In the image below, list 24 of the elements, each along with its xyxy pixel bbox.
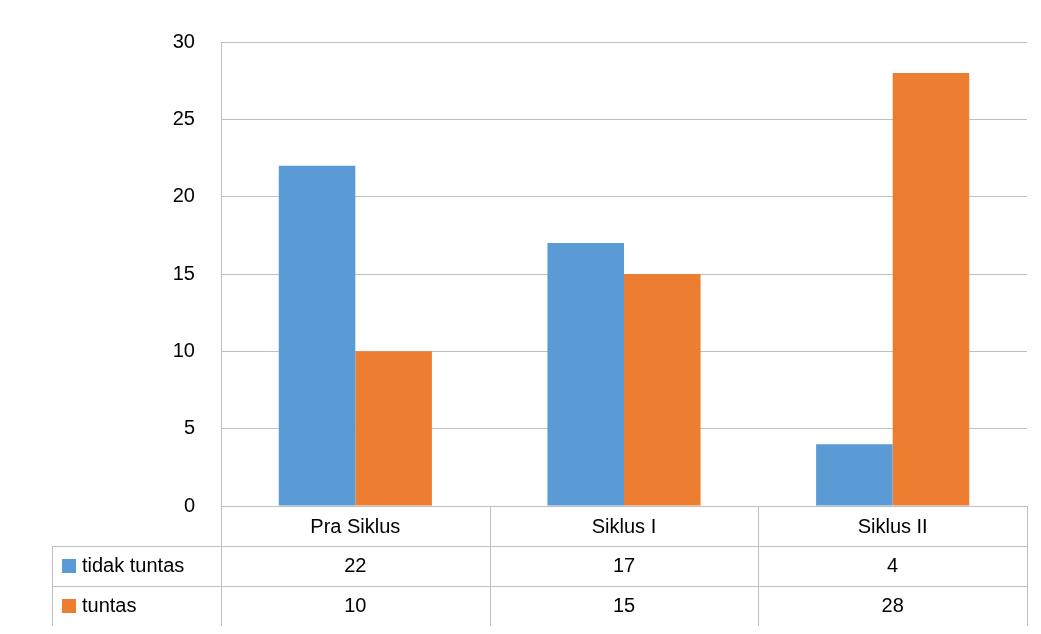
y-tick-label: 10 bbox=[172, 338, 195, 361]
y-tick-label: 0 bbox=[183, 493, 195, 516]
bar bbox=[278, 165, 356, 506]
x-tick-label: Siklus II bbox=[857, 514, 928, 537]
data-label: 28 bbox=[881, 593, 904, 616]
bar bbox=[547, 243, 624, 506]
bar bbox=[355, 351, 432, 506]
data-label: 10 bbox=[344, 593, 367, 616]
data-label: 15 bbox=[612, 593, 636, 616]
data-label: 17 bbox=[612, 553, 636, 576]
x-tick-label: Siklus I bbox=[591, 514, 657, 537]
data-label: 22 bbox=[344, 553, 367, 576]
y-tick-label: 5 bbox=[183, 416, 195, 439]
y-tick-label: 20 bbox=[172, 184, 195, 207]
legend-label: tidak tuntas bbox=[82, 553, 185, 576]
bar bbox=[892, 72, 970, 506]
y-tick-label: 25 bbox=[172, 106, 195, 129]
y-tick-label: 30 bbox=[172, 29, 195, 52]
bar bbox=[624, 274, 701, 506]
legend-label: tuntas bbox=[82, 593, 137, 616]
y-tick-label: 15 bbox=[172, 261, 195, 284]
data-label: 4 bbox=[887, 553, 899, 576]
bar bbox=[816, 444, 893, 506]
x-tick-label: Pra Siklus bbox=[310, 514, 401, 537]
